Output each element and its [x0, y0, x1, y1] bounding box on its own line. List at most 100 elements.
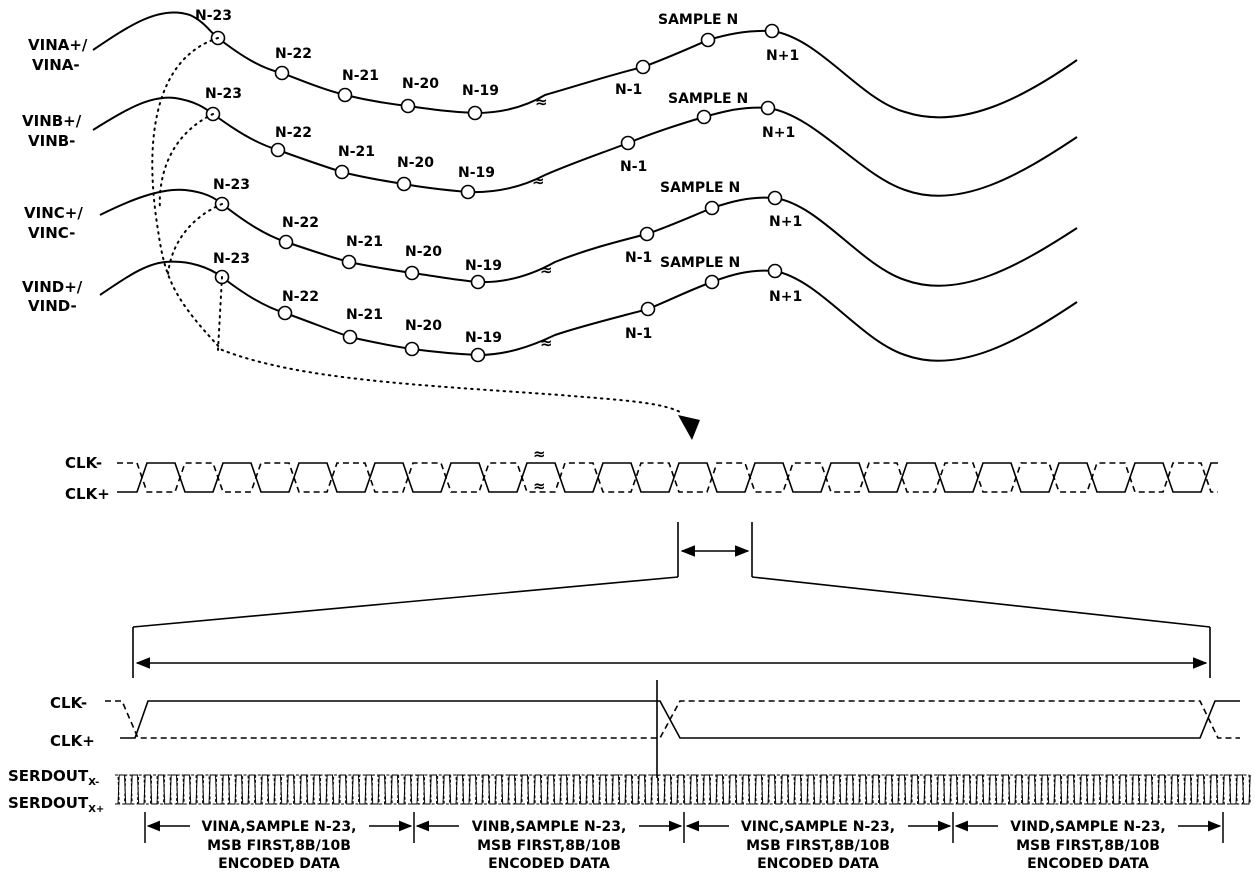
sample-label: N-20	[405, 318, 442, 334]
data-block-line1: VINA,SAMPLE N-23,	[202, 819, 357, 835]
data-block-b: VINB,SAMPLE N-23, MSB FIRST,8B/10B ENCOD…	[415, 819, 683, 872]
break-symbol: ≈	[533, 477, 546, 495]
sample-label: N-19	[465, 330, 502, 346]
data-block-line1: VIND,SAMPLE N-23,	[1010, 819, 1166, 835]
channel-b-waveform	[92, 96, 1078, 197]
channel-d-waveform	[99, 260, 1078, 362]
break-symbol: ≈	[535, 93, 548, 111]
sample-marker	[396, 176, 412, 192]
sample-marker	[277, 305, 293, 321]
sample-label: N-23	[213, 251, 250, 267]
sample-label: N+1	[766, 48, 799, 64]
dotted-path-d	[217, 276, 223, 351]
sample-marker	[341, 254, 357, 270]
sample-marker	[274, 65, 290, 81]
serdout-neg-subscript: X-	[88, 777, 99, 788]
break-symbol: ≈	[533, 445, 546, 463]
sample-label: N-21	[342, 68, 379, 84]
sample-label: N-22	[275, 125, 312, 141]
clock-overview: CLK- CLK+ ≈ ≈	[65, 445, 1218, 503]
sample-label: N+1	[769, 289, 802, 305]
channel-c-sample-markers	[214, 190, 783, 290]
sample-label: N-23	[195, 8, 232, 24]
sample-marker	[767, 190, 783, 206]
clock-dashed-trace	[117, 462, 1218, 493]
sample-marker	[696, 109, 712, 125]
sample-marker	[400, 98, 416, 114]
sample-marker	[760, 100, 776, 116]
data-block-line3: ENCODED DATA	[218, 856, 340, 872]
data-block-line2: MSB FIRST,8B/10B	[746, 838, 890, 854]
channel-a: VINA+/ VINA- N-23 N-22 N-21 N-20 N-19 ≈ …	[28, 8, 1078, 121]
clock-pos-label: CLK+	[65, 485, 110, 503]
sample-label: SAMPLE N	[660, 180, 740, 196]
sample-marker	[764, 23, 780, 39]
data-block-line2: MSB FIRST,8B/10B	[207, 838, 351, 854]
sample-label: N-1	[620, 159, 647, 175]
data-block-line3: ENCODED DATA	[757, 856, 879, 872]
channel-a-sample-markers	[210, 23, 780, 121]
sample-label: N-23	[205, 86, 242, 102]
clock-neg-label: CLK-	[65, 454, 102, 472]
channel-d-sample-markers	[214, 263, 783, 363]
serdout-pos-label: SERDOUTX+	[8, 794, 104, 815]
sample-marker	[278, 234, 294, 250]
sample-label: SAMPLE N	[660, 255, 740, 271]
sample-label: N-21	[338, 144, 375, 160]
channel-c: VINC+/ VINC- N-23 N-22 N-21 N-20 N-19 ≈ …	[24, 177, 1078, 290]
break-symbol: ≈	[532, 172, 545, 190]
sample-marker	[270, 142, 286, 158]
sample-marker	[467, 105, 483, 121]
dotted-path-b	[158, 113, 214, 211]
sample-label: N+1	[762, 125, 795, 141]
serdout-neg-base: SERDOUT	[8, 767, 89, 785]
channel-b-label-line1: VINB+/	[22, 112, 82, 130]
sample-marker	[334, 164, 350, 180]
sample-label: N-1	[615, 82, 642, 98]
sample-marker	[404, 341, 420, 357]
sample-label: N-20	[405, 244, 442, 260]
sampling-arrowhead	[678, 415, 700, 440]
sample-marker	[635, 59, 651, 75]
dotted-path-c	[167, 203, 223, 276]
sample-marker	[460, 184, 476, 200]
clock-detail: CLK- CLK+	[50, 680, 1240, 778]
sample-marker	[640, 301, 656, 317]
data-block-line2: MSB FIRST,8B/10B	[477, 838, 621, 854]
dotted-path-a	[151, 37, 681, 413]
sample-label: N-1	[625, 250, 652, 266]
sample-marker	[639, 226, 655, 242]
zoom-right-edge	[751, 576, 1211, 628]
clock-overview-waveforms	[117, 462, 1218, 493]
channel-a-label-line1: VINA+/	[28, 36, 88, 54]
detail-clock-pos-label: CLK+	[50, 732, 95, 750]
zoom-callout	[132, 522, 1211, 678]
channel-d: VIND+/ VIND- N-23 N-22 N-21 N-20 N-19 ≈ …	[22, 251, 1078, 363]
sample-label: N-22	[282, 215, 319, 231]
data-block-line2: MSB FIRST,8B/10B	[1016, 838, 1160, 854]
serdout-neg-label: SERDOUTX-	[8, 767, 99, 788]
detail-clock-solid-trace	[120, 700, 1240, 739]
sample-marker	[704, 200, 720, 216]
data-block-a: VINA,SAMPLE N-23, MSB FIRST,8B/10B ENCOD…	[146, 819, 413, 872]
serdout-bit-stream	[115, 774, 1251, 805]
sample-label: N-19	[462, 83, 499, 99]
channel-c-waveform	[99, 188, 1078, 287]
sample-label: N-23	[213, 177, 250, 193]
sample-marker	[704, 274, 720, 290]
serdout-lanes: SERDOUTX- SERDOUTX+	[8, 767, 1251, 815]
sample-label: N-20	[402, 76, 439, 92]
serdout-pos-subscript: X+	[88, 804, 104, 815]
data-block-c: VINC,SAMPLE N-23, MSB FIRST,8B/10B ENCOD…	[685, 819, 952, 872]
channel-b: VINB+/ VINB- N-23 N-22 N-21 N-20 N-19 ≈ …	[22, 86, 1078, 200]
channel-b-label-line2: VINB-	[28, 132, 75, 150]
detail-clock-dashed-trace	[105, 700, 1240, 739]
zoom-left-edge	[132, 576, 679, 628]
serdout-pos-base: SERDOUT	[8, 794, 89, 812]
sample-label: N-22	[282, 289, 319, 305]
sample-label: N-21	[346, 307, 383, 323]
data-block-line3: ENCODED DATA	[488, 856, 610, 872]
sample-marker	[404, 265, 420, 281]
channel-d-label-line2: VIND-	[28, 297, 77, 315]
